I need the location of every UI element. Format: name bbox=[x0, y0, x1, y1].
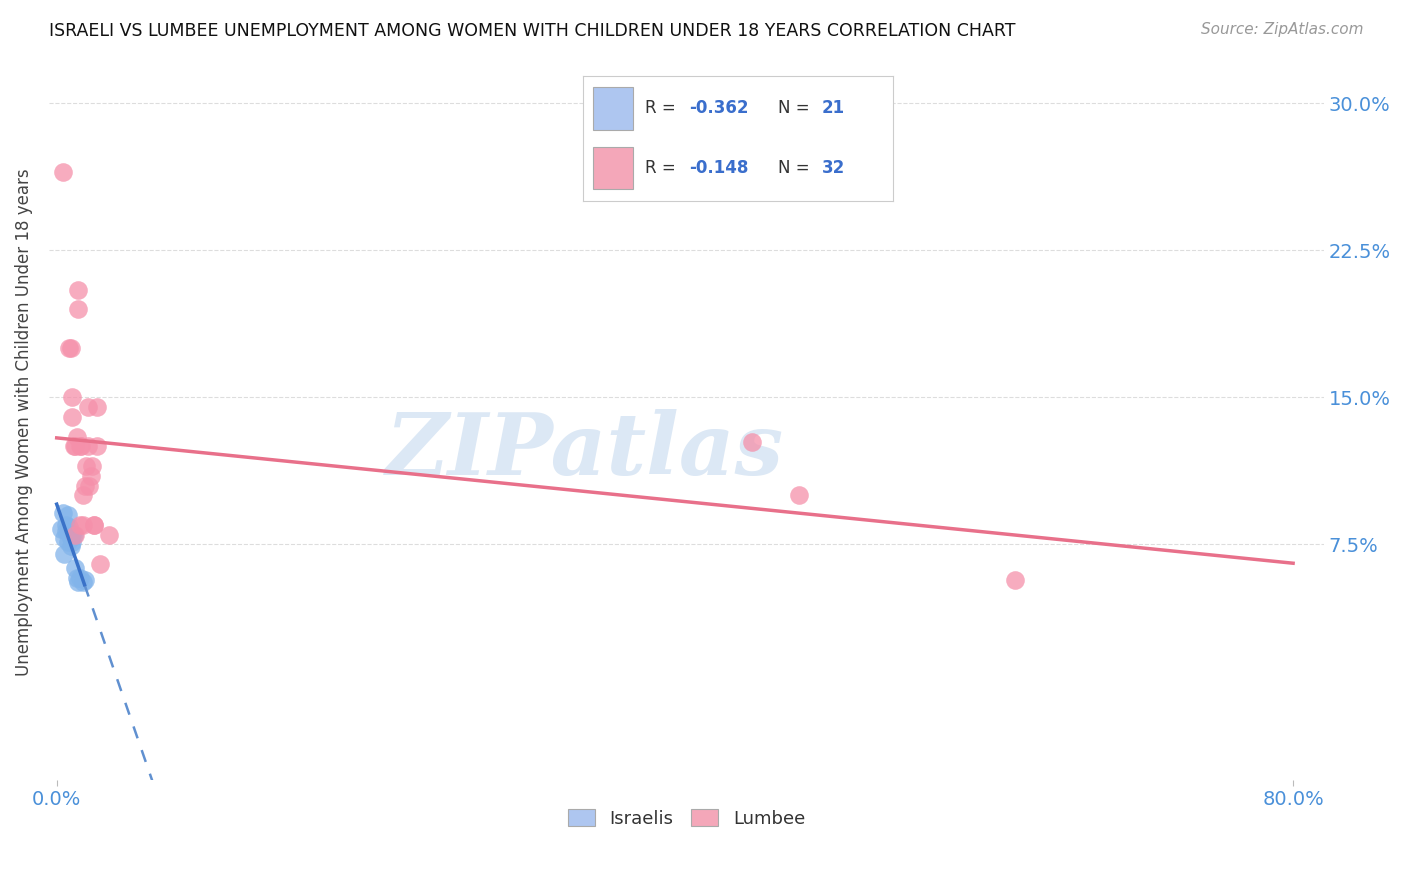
Legend: Israelis, Lumbee: Israelis, Lumbee bbox=[561, 802, 813, 835]
Point bbox=[66, 429, 89, 443]
Point bbox=[72, 517, 94, 532]
Point bbox=[60, 390, 83, 404]
Point bbox=[86, 439, 108, 453]
Point bbox=[65, 561, 87, 575]
Point bbox=[56, 535, 79, 549]
Text: N =: N = bbox=[779, 160, 815, 178]
Point bbox=[67, 302, 90, 317]
Point bbox=[83, 517, 105, 532]
Point bbox=[62, 439, 84, 453]
Point bbox=[76, 400, 98, 414]
Point bbox=[67, 283, 90, 297]
Point bbox=[73, 573, 96, 587]
Point bbox=[55, 517, 77, 532]
Point bbox=[59, 539, 82, 553]
Point bbox=[80, 468, 103, 483]
Text: -0.362: -0.362 bbox=[689, 99, 748, 117]
Point bbox=[73, 478, 96, 492]
Point bbox=[55, 524, 77, 538]
Text: 21: 21 bbox=[821, 99, 845, 117]
Point bbox=[53, 547, 76, 561]
Point bbox=[76, 439, 98, 453]
Point bbox=[58, 525, 80, 540]
Point bbox=[59, 341, 82, 355]
Point bbox=[69, 571, 91, 585]
Point bbox=[65, 527, 87, 541]
Point bbox=[60, 409, 83, 424]
Point bbox=[70, 439, 93, 453]
FancyBboxPatch shape bbox=[593, 147, 633, 189]
Text: N =: N = bbox=[779, 99, 815, 117]
Point bbox=[86, 400, 108, 414]
FancyBboxPatch shape bbox=[593, 87, 633, 129]
Point bbox=[75, 458, 97, 473]
Point bbox=[741, 435, 763, 450]
Point bbox=[72, 574, 94, 589]
Point bbox=[58, 519, 80, 533]
Point bbox=[58, 341, 80, 355]
Point bbox=[60, 535, 83, 549]
Point bbox=[77, 478, 100, 492]
Text: Source: ZipAtlas.com: Source: ZipAtlas.com bbox=[1201, 22, 1364, 37]
Point bbox=[67, 574, 90, 589]
Point bbox=[62, 527, 84, 541]
Text: 32: 32 bbox=[821, 160, 845, 178]
Text: ZIPatlas: ZIPatlas bbox=[385, 409, 783, 492]
Point bbox=[98, 527, 121, 541]
Point bbox=[59, 532, 82, 546]
Point bbox=[52, 506, 75, 520]
Text: R =: R = bbox=[645, 99, 682, 117]
Text: ISRAELI VS LUMBEE UNEMPLOYMENT AMONG WOMEN WITH CHILDREN UNDER 18 YEARS CORRELAT: ISRAELI VS LUMBEE UNEMPLOYMENT AMONG WOM… bbox=[49, 22, 1015, 40]
Point bbox=[69, 517, 91, 532]
Point bbox=[66, 571, 89, 585]
Point bbox=[56, 508, 79, 522]
Point bbox=[82, 458, 104, 473]
Point bbox=[89, 557, 111, 571]
Point bbox=[69, 439, 91, 453]
Point bbox=[83, 517, 105, 532]
Point bbox=[72, 488, 94, 502]
Text: R =: R = bbox=[645, 160, 682, 178]
Point bbox=[52, 165, 75, 179]
Y-axis label: Unemployment Among Women with Children Under 18 years: Unemployment Among Women with Children U… bbox=[15, 168, 32, 675]
Point bbox=[787, 488, 810, 502]
Point bbox=[51, 522, 73, 536]
Point bbox=[60, 527, 83, 541]
Text: -0.148: -0.148 bbox=[689, 160, 748, 178]
Point bbox=[53, 532, 76, 546]
Point bbox=[1004, 573, 1026, 587]
Point bbox=[65, 439, 87, 453]
